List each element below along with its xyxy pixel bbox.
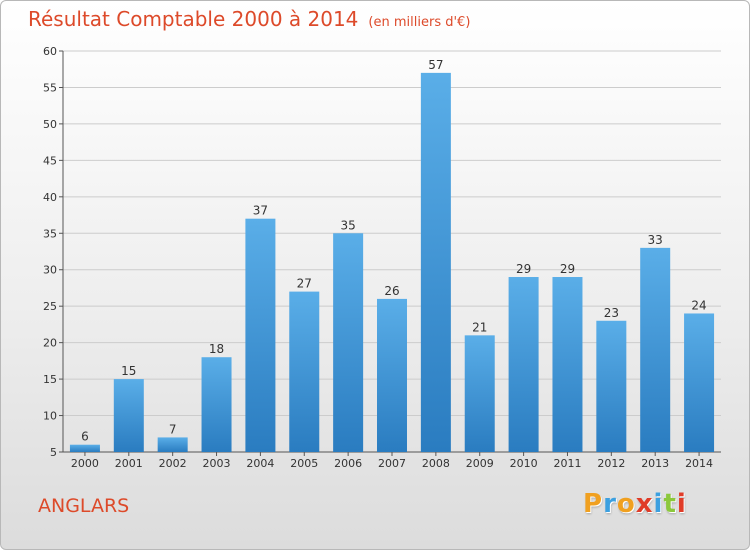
y-tick-label: 60 [43,45,57,58]
x-tick-label: 2011 [553,457,581,470]
y-tick-label: 30 [43,264,57,277]
bar [640,247,671,452]
bar [113,379,144,452]
logo-letter: i [676,489,687,519]
data-label: 23 [604,306,619,320]
bars [69,72,715,452]
y-tick-label: 45 [43,154,57,167]
data-label: 15 [121,364,136,378]
bar [201,357,232,452]
y-tick-label: 55 [43,81,57,94]
bar [157,437,188,452]
commune-name: ANGLARS [38,495,130,517]
logo-letter: P [583,489,604,519]
x-tick-label: 2008 [422,457,450,470]
y-tick-label: 10 [43,410,57,423]
data-label: 57 [428,58,443,72]
proxiti-logo: Proxiti [583,489,687,519]
bar [596,320,627,452]
bar [420,72,451,452]
y-tick-label: 50 [43,118,57,131]
y-tick-label: 15 [43,373,57,386]
logo-letter: t [663,489,677,519]
bar [289,291,320,452]
x-tick-label: 2004 [246,457,274,470]
x-tick-label: 2012 [597,457,625,470]
logo-letter: i [653,489,664,519]
data-label: 24 [691,298,706,312]
x-tick-label: 2005 [290,457,318,470]
data-label: 18 [209,342,224,356]
x-tick-label: 2010 [510,457,538,470]
bar [684,313,715,452]
bar [333,233,364,452]
x-tick-label: 2007 [378,457,406,470]
y-tick-label: 35 [43,227,57,240]
labels: 5 10 15 20 25 30 35 40 45 50 55 60 2000 6 2001 15 2002 7 2… [43,45,713,470]
x-tick-label: 2001 [115,457,143,470]
x-tick-label: 2000 [71,457,99,470]
data-label: 21 [472,320,487,334]
x-tick-label: 2013 [641,457,669,470]
chart-title-text: Résultat Comptable 2000 à 2014 [28,7,359,31]
bar [377,298,407,452]
logo-letter: x [635,489,654,519]
chart-unit-note: (en milliers d'€) [368,15,471,30]
y-tick-label: 20 [43,337,57,350]
data-label: 29 [516,262,531,276]
x-tick-label: 2003 [203,457,231,470]
bar [464,335,495,452]
y-tick-label: 40 [43,191,57,204]
logo-letter: r [603,489,617,519]
y-tick-label: 25 [43,300,57,313]
data-label: 37 [253,204,268,218]
data-label: 29 [560,262,575,276]
y-tick-label: 5 [50,446,57,459]
x-tick-label: 2002 [159,457,187,470]
bar [508,277,539,452]
x-tick-label: 2014 [685,457,713,470]
data-label: 26 [384,284,399,298]
chart-title: Résultat Comptable 2000 à 2014 (en millie… [28,7,470,31]
data-label: 27 [297,277,312,291]
data-label: 7 [169,422,177,436]
bar [552,277,583,452]
bar [69,444,100,452]
x-tick-label: 2006 [334,457,362,470]
bar [245,218,276,452]
logo-letter: o [616,489,636,519]
x-tick-label: 2009 [466,457,494,470]
data-label: 6 [81,430,89,444]
data-label: 33 [648,233,663,247]
data-label: 35 [340,218,355,232]
